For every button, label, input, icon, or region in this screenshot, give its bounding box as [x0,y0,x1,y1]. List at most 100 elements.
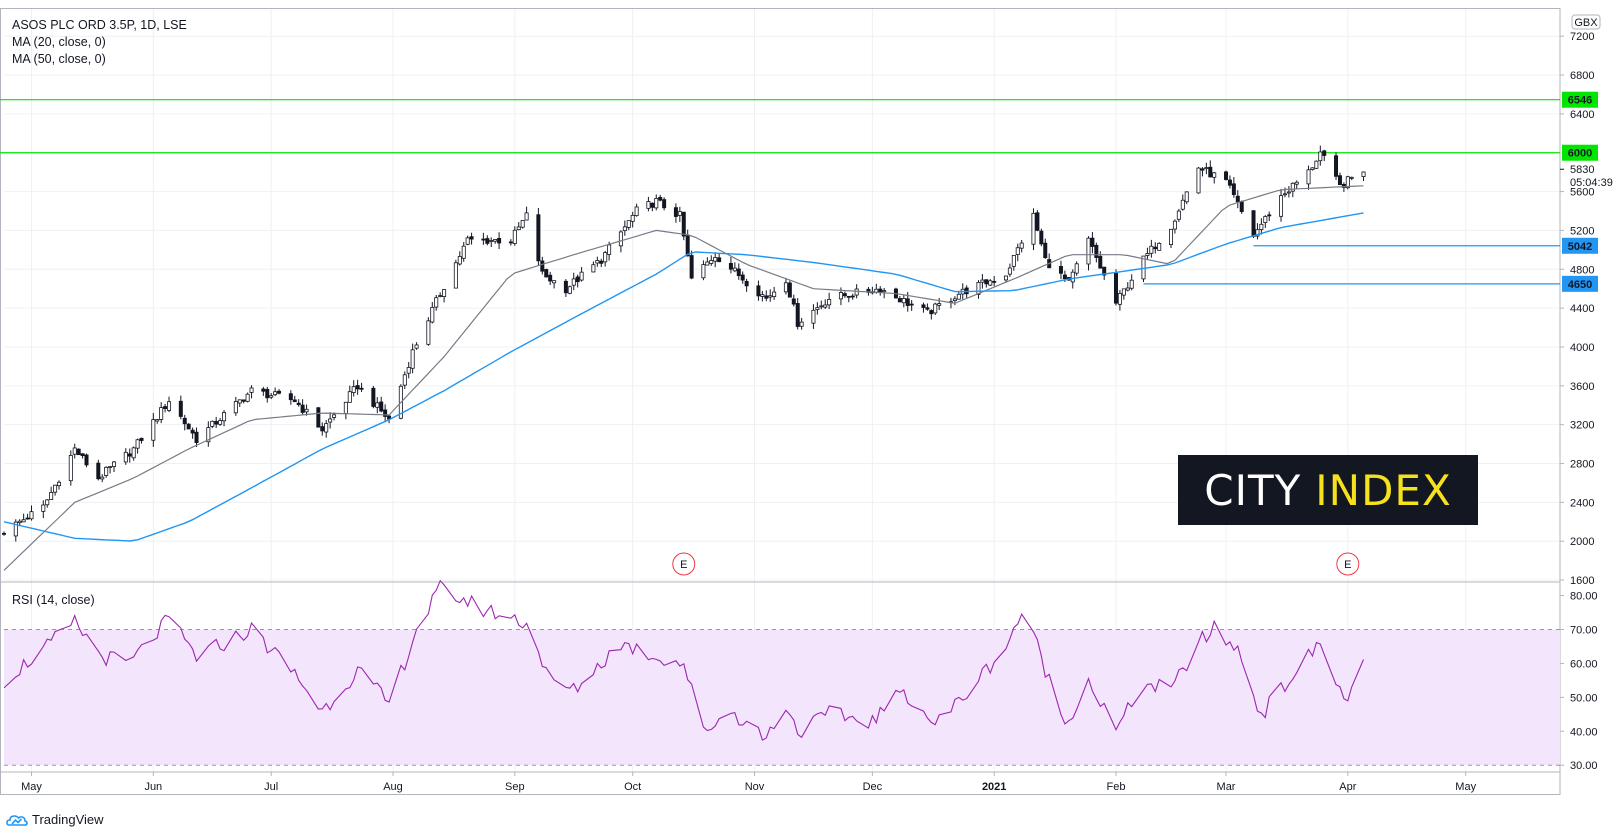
candle-body [850,295,855,298]
x-axis-label: Sep [505,781,525,793]
candle-body [1070,271,1075,283]
candle-body [524,212,529,221]
candle-body [379,401,384,412]
rsi-band [4,629,1560,766]
candle-body [453,262,458,289]
candle-body [406,367,411,374]
candle-body [151,419,156,441]
x-axis-label: Apr [1339,781,1356,793]
rsi-axis-label: 70.00 [1570,625,1598,637]
candle-body [795,303,800,327]
candle-body [469,236,474,240]
candle-body [1015,247,1020,255]
earnings-marker[interactable] [1336,552,1360,576]
candle-body [375,402,380,408]
candle-body [685,235,690,257]
level-tag-label: 5042 [1568,241,1592,253]
candle-body [1345,176,1350,189]
x-axis-label: Aug [383,781,403,793]
candle-body [1058,266,1063,274]
candle-body [563,280,568,294]
candle-body [662,199,667,209]
y-axis-label: 4400 [1570,303,1594,315]
candle-body [1102,266,1107,276]
candle-body [654,198,659,209]
candle-body [1145,253,1150,256]
candle-body [548,274,553,282]
candle-body [905,298,910,306]
ma20-line [3,185,1364,571]
candle-body [461,245,466,259]
candle-body [57,481,62,487]
candle-body [1043,242,1048,259]
candle-body [713,256,718,262]
candle-body [241,399,246,402]
candle-body [1086,237,1091,265]
candle-body [355,385,360,390]
x-axis-label: Feb [1107,781,1126,793]
candle-body [1231,183,1236,196]
candle-body [1098,255,1103,269]
candle-body [952,298,957,302]
candle-body [13,521,18,537]
candle-body [80,453,85,457]
logo-word-city: CITY [1204,465,1302,515]
candle-body [744,280,749,287]
candle-body [1212,172,1217,178]
candle-body [493,239,498,242]
candle-body [740,274,745,281]
y-axis-label: 5200 [1570,225,1594,237]
candle-body [387,415,392,420]
candle-body [658,196,663,201]
y-axis-label: 7200 [1570,31,1594,43]
candle-body [1318,151,1323,162]
y-axis-label: 2400 [1570,497,1594,509]
candle-body [155,419,160,422]
currency-label: GBX [1574,17,1598,29]
candle-body [139,437,144,441]
candle-body [540,260,545,272]
candle-body [882,290,887,293]
candle-body [1349,176,1354,179]
candle-body [442,289,447,297]
candle-body [728,262,733,270]
earnings-marker[interactable] [672,552,696,576]
candle-body [104,466,109,476]
rsi-axis-label: 80.00 [1570,591,1598,603]
candle-body [1113,272,1118,304]
candle-body [351,386,356,393]
candle-body [536,214,541,262]
candle-body [1322,150,1327,156]
candle-body [854,288,859,296]
candle-body [575,276,580,283]
y-axis-label: 5600 [1570,187,1594,199]
candle-body [1011,255,1016,267]
y-axis-label: 4000 [1570,342,1594,354]
candle-body [41,504,46,512]
candle-body [1286,191,1291,194]
candle-body [1117,293,1122,305]
candle-body [508,241,513,244]
candle-body [100,476,105,480]
tradingview-branding[interactable]: TradingView [6,812,104,827]
bar-countdown: 05:04:39 [1570,177,1613,189]
candle-body [984,279,989,285]
candle-body [190,429,195,434]
candle-body [163,406,168,409]
candle-body [1007,267,1012,275]
candle-body [233,401,238,414]
x-axis-label: May [21,781,42,793]
candle-body [976,282,981,295]
candle-body [237,399,242,404]
candle-body [328,418,333,423]
earnings-marker-label: E [1344,559,1351,571]
candle-body [937,303,942,306]
candle-body [689,255,694,279]
candle-body [273,391,278,396]
candle-body [736,268,741,277]
candle-body [1172,220,1177,230]
candle-body [1176,210,1181,220]
candle-body [414,344,419,349]
candle-body [1235,195,1240,203]
